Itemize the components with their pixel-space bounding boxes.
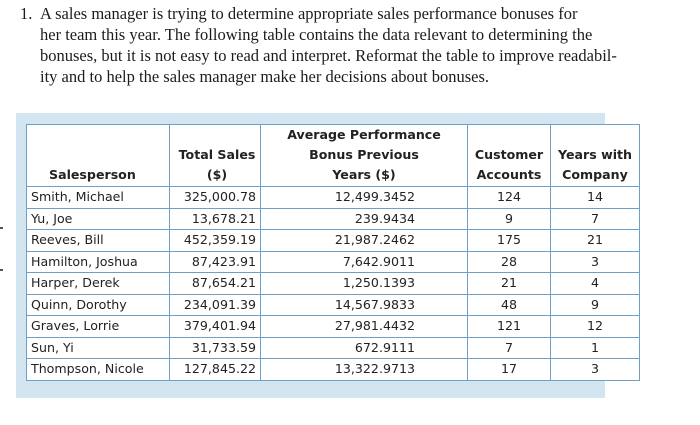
cell-years: 12 (550, 315, 640, 338)
problem-line-3: bonuses, but it is not easy to read and … (40, 46, 617, 65)
cell-accounts: 28 (467, 250, 551, 273)
cell-accounts: 48 (467, 293, 551, 316)
cell-years: 1 (550, 336, 640, 359)
cell-salesperson: Harper, Derek (26, 272, 170, 295)
table-row: Yu, Joe 13,678.21 239.9434 9 7 (26, 207, 640, 230)
header-average-bonus: Average Performance Bonus Previous Years… (260, 124, 468, 187)
cell-average-bonus: 13,322.9713 (260, 358, 468, 381)
table-row: Smith, Michael 325,000.78 12,499.3452 12… (26, 186, 640, 209)
cell-total-sales: 13,678.21 (169, 207, 261, 230)
header-total-sales: Total Sales ($) (169, 124, 261, 187)
header-salesperson: Salesperson (26, 124, 170, 187)
cell-average-bonus: 21,987.2462 (260, 229, 468, 252)
cell-accounts: 175 (467, 229, 551, 252)
cell-accounts: 124 (467, 186, 551, 209)
cell-average-bonus: 7,642.9011 (260, 250, 468, 273)
cell-years: 9 (550, 293, 640, 316)
cell-average-bonus: 672.9111 (260, 336, 468, 359)
problem-line-2: her team this year. The following table … (40, 25, 593, 44)
table-row: Hamilton, Joshua 87,423.91 7,642.9011 28… (26, 250, 640, 273)
cell-salesperson: Sun, Yi (26, 336, 170, 359)
cell-salesperson: Yu, Joe (26, 207, 170, 230)
cell-total-sales: 31,733.59 (169, 336, 261, 359)
problem-line-4: ity and to help the sales manager make h… (40, 67, 490, 86)
table-row: Reeves, Bill 452,359.19 21,987.2462 175 … (26, 229, 640, 252)
cell-accounts: 121 (467, 315, 551, 338)
sales-data-table: Salesperson Total Sales ($) Average Perf… (26, 124, 640, 381)
problem-line-1: A sales manager is trying to determine a… (40, 4, 578, 23)
cell-total-sales: 452,359.19 (169, 229, 261, 252)
cell-average-bonus: 1,250.1393 (260, 272, 468, 295)
cell-total-sales: 234,091.39 (169, 293, 261, 316)
cell-total-sales: 325,000.78 (169, 186, 261, 209)
cell-salesperson: Quinn, Dorothy (26, 293, 170, 316)
problem-number: 1. (20, 4, 33, 23)
cell-total-sales: 379,401.94 (169, 315, 261, 338)
cell-accounts: 9 (467, 207, 551, 230)
cell-total-sales: 127,845.22 (169, 358, 261, 381)
header-years-with-company: Years with Company (550, 124, 640, 187)
margin-tick (0, 269, 3, 271)
cell-salesperson: Hamilton, Joshua (26, 250, 170, 273)
cell-average-bonus: 239.9434 (260, 207, 468, 230)
cell-total-sales: 87,654.21 (169, 272, 261, 295)
problem-statement: 1. A sales manager is trying to determin… (20, 3, 660, 87)
cell-years: 21 (550, 229, 640, 252)
cell-salesperson: Smith, Michael (26, 186, 170, 209)
table-row: Harper, Derek 87,654.21 1,250.1393 21 4 (26, 272, 640, 295)
margin-tick (0, 227, 3, 229)
cell-years: 3 (550, 358, 640, 381)
cell-accounts: 21 (467, 272, 551, 295)
cell-salesperson: Thompson, Nicole (26, 358, 170, 381)
cell-years: 7 (550, 207, 640, 230)
cell-total-sales: 87,423.91 (169, 250, 261, 273)
cell-years: 4 (550, 272, 640, 295)
cell-average-bonus: 12,499.3452 (260, 186, 468, 209)
table-row: Sun, Yi 31,733.59 672.9111 7 1 (26, 336, 640, 359)
table-row: Quinn, Dorothy 234,091.39 14,567.9833 48… (26, 293, 640, 316)
header-customer-accounts: Customer Accounts (467, 124, 551, 187)
cell-years: 14 (550, 186, 640, 209)
cell-accounts: 17 (467, 358, 551, 381)
table-header-row: Salesperson Total Sales ($) Average Perf… (26, 124, 640, 187)
cell-salesperson: Graves, Lorrie (26, 315, 170, 338)
cell-salesperson: Reeves, Bill (26, 229, 170, 252)
cell-average-bonus: 14,567.9833 (260, 293, 468, 316)
cell-average-bonus: 27,981.4432 (260, 315, 468, 338)
cell-accounts: 7 (467, 336, 551, 359)
table-row: Thompson, Nicole 127,845.22 13,322.9713 … (26, 358, 640, 381)
table-row: Graves, Lorrie 379,401.94 27,981.4432 12… (26, 315, 640, 338)
cell-years: 3 (550, 250, 640, 273)
